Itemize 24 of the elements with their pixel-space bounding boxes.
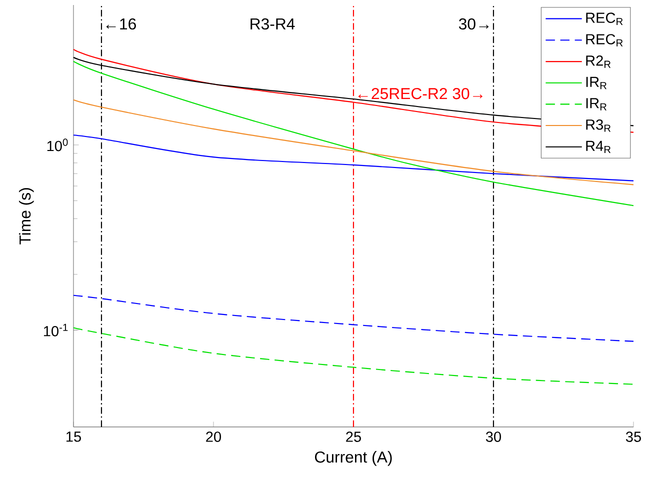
line-series <box>72 134 634 182</box>
line-series <box>72 327 634 386</box>
x-tick-label: 35 <box>626 432 641 442</box>
legend-label: R3$_{R}$ <box>586 120 611 132</box>
ref-line-label: ←25REC-R2 30→ <box>358 88 482 100</box>
legend-label: REC$_{R}$ <box>586 34 623 47</box>
ref-line-label: ←16 <box>106 18 136 30</box>
x-tick-label: 25 <box>346 432 361 442</box>
legend-label: REC$_{R}$ <box>586 12 623 26</box>
y-tick-label: 10$^{-1}$ <box>44 324 68 337</box>
x-axis-title: Current (A) <box>315 451 392 466</box>
line-series <box>72 295 634 342</box>
y-tick-label: 10$^{0}$ <box>47 138 68 152</box>
legend-label: IR$_{R}$ <box>586 77 606 90</box>
annotation: R3-R4 <box>250 18 295 30</box>
legend-label: R2$_{R}$ <box>586 56 611 68</box>
x-tick-label: 30 <box>486 432 501 442</box>
line-series <box>72 100 634 186</box>
x-tick-label: 15 <box>66 432 81 442</box>
y-axis-title: Time (s) <box>19 188 34 245</box>
x-tick-label: 20 <box>206 432 221 442</box>
legend-label: R4$_{R}$ <box>586 141 611 154</box>
legend-label: IR$_{R}$ <box>586 98 606 111</box>
ref-line-label: 30→ <box>458 18 489 30</box>
